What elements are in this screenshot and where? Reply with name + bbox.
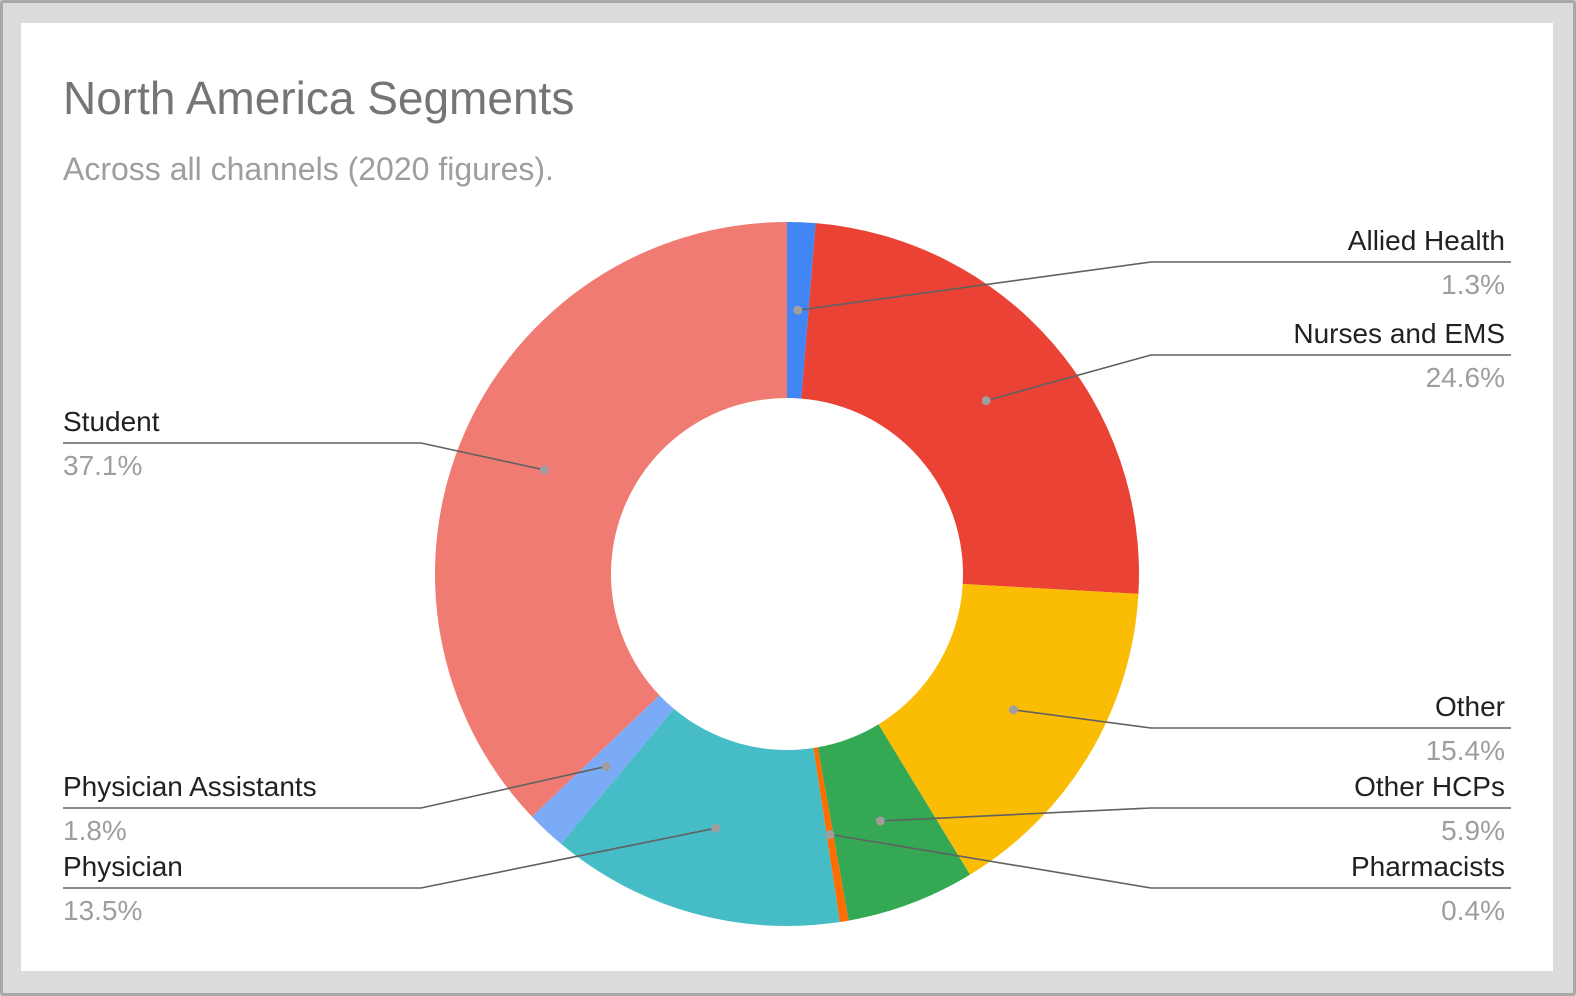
leader-dot-other (1008, 705, 1018, 715)
slice-student[interactable] (434, 222, 787, 817)
slice-labels: Allied Health 1.3% Nurses and EMS 24.6% Othe… (63, 225, 1511, 926)
slice-label-physician: Physician (63, 851, 183, 882)
leader-line-allied-health (797, 261, 1511, 312)
leader-line-other-hcps (880, 807, 1511, 822)
slice-label-allied-health: Allied Health (1348, 225, 1505, 256)
slice-value-pharmacists: 0.4% (1441, 895, 1505, 926)
slice-value-nurses-and-ems: 24.6% (1426, 362, 1505, 393)
chart-title: North America Segments (63, 72, 575, 124)
slice-label-other: Other (1435, 691, 1505, 722)
chart-card: North America Segments Across all channe… (21, 23, 1553, 971)
leader-line-student (63, 442, 545, 471)
leader-dot-nurses-and-ems (981, 396, 991, 406)
slice-value-other-hcps: 5.9% (1441, 815, 1505, 846)
leader-dot-other-hcps (875, 816, 885, 826)
slice-label-pharmacists: Pharmacists (1351, 851, 1505, 882)
slice-other[interactable] (878, 583, 1139, 875)
leader-line-other (1013, 709, 1511, 729)
slice-value-physician: 13.5% (63, 895, 142, 926)
slice-physician[interactable] (560, 708, 840, 927)
leader-line-pharmacists (829, 833, 1511, 889)
leader-dot-student (539, 465, 549, 475)
leader-line-physician-assistants (63, 765, 607, 809)
slice-value-allied-health: 1.3% (1441, 269, 1505, 300)
slice-label-other-hcps: Other HCPs (1354, 771, 1505, 802)
slice-physician-assistants[interactable] (531, 695, 674, 844)
slice-other-hcps[interactable] (817, 724, 970, 921)
slice-value-other: 15.4% (1426, 735, 1505, 766)
leader-line-physician (63, 827, 716, 889)
slice-label-physician-assistants: Physician Assistants (63, 771, 317, 802)
leader-dot-allied-health (793, 305, 803, 315)
slices (434, 222, 1139, 927)
slice-nurses-and-ems[interactable] (801, 223, 1139, 594)
leader-dot-physician (711, 823, 721, 833)
slice-value-physician-assistants: 1.8% (63, 815, 127, 846)
chart-subtitle: Across all channels (2020 figures). (63, 151, 554, 187)
leader-dot-pharmacists (825, 829, 835, 839)
donut-chart: Allied Health 1.3% Nurses and EMS 24.6% Othe… (63, 222, 1511, 927)
leader-dot-physician-assistants (601, 761, 611, 771)
leader-line-nurses-and-ems (985, 354, 1511, 402)
slice-label-nurses-and-ems: Nurses and EMS (1293, 318, 1505, 349)
slice-label-student: Student (63, 406, 160, 437)
slice-value-student: 37.1% (63, 450, 142, 481)
